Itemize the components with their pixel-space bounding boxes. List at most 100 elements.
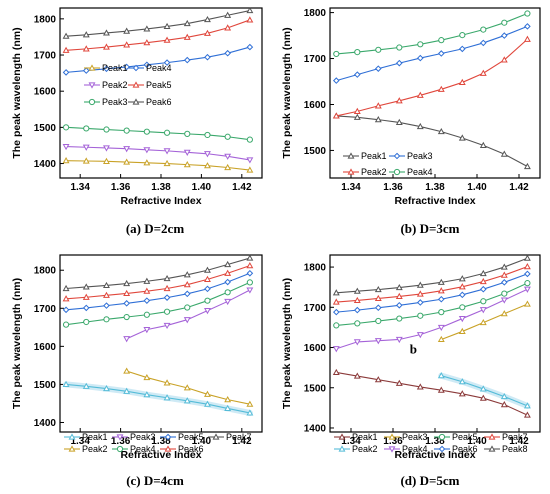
data-point xyxy=(143,297,151,304)
legend-entry: Peak7 xyxy=(502,432,528,442)
data-point xyxy=(123,367,131,374)
x-tick-label: 1.42 xyxy=(232,436,252,447)
data-point xyxy=(163,394,171,401)
series-line xyxy=(336,115,528,167)
data-point xyxy=(353,107,361,114)
data-point xyxy=(62,143,70,151)
data-point xyxy=(123,63,130,71)
data-point xyxy=(143,391,151,398)
series-line xyxy=(66,9,250,37)
data-point xyxy=(395,283,403,291)
data-point xyxy=(458,327,466,335)
data-point xyxy=(62,380,70,387)
data-point xyxy=(479,269,487,277)
data-point xyxy=(184,130,191,137)
y-tick-label: 1500 xyxy=(304,383,327,394)
data-point xyxy=(416,332,424,339)
chart-panel: 1400 1500 1600 1700 1800 1.34 1.36 1.38 1.40 1.42… xyxy=(11,6,263,236)
x-tick-label: 1.40 xyxy=(192,436,212,447)
data-point xyxy=(458,134,466,141)
data-point xyxy=(353,71,361,78)
data-point xyxy=(395,301,403,309)
data-point xyxy=(332,298,340,305)
x-tick-label: 1.36 xyxy=(383,436,403,447)
data-point xyxy=(183,160,191,168)
legend-marker xyxy=(88,98,96,106)
legend-marker xyxy=(164,445,172,452)
x-tick-label: 1.40 xyxy=(192,182,212,193)
legend-marker xyxy=(488,433,496,440)
data-point xyxy=(123,146,131,153)
data-point xyxy=(246,6,254,14)
legend-entry: Peak1 xyxy=(102,63,128,73)
y-tick-label: 1500 xyxy=(304,146,327,157)
legend: Peak1 Peak3 Peak5 Peak7 Peak2 Peak4 Peak6 xyxy=(64,432,252,454)
data-point xyxy=(333,322,340,329)
data-point xyxy=(479,285,487,293)
data-point xyxy=(501,290,508,297)
data-point xyxy=(224,11,232,18)
legend-entry: Peak3 xyxy=(130,432,156,442)
data-point xyxy=(246,400,254,407)
data-point xyxy=(123,127,130,134)
data-point xyxy=(143,61,151,69)
legend-entry: Peak4 xyxy=(130,444,156,454)
legend: Peak1 Peak3 Peak5 Peak7 Peak2 Peak4 Peak6 Peak8 xyxy=(334,432,528,454)
legend-entry: Peak1 xyxy=(361,151,387,161)
series-line xyxy=(336,371,528,416)
data-point xyxy=(62,124,70,131)
data-point xyxy=(183,384,191,391)
data-point xyxy=(103,126,110,133)
data-point xyxy=(183,149,191,156)
y-tick-label: 1600 xyxy=(34,87,57,98)
data-point xyxy=(143,287,151,294)
series-line xyxy=(336,273,528,313)
data-point xyxy=(417,312,424,319)
data-point xyxy=(83,318,90,326)
data-point xyxy=(416,122,424,130)
data-point xyxy=(500,32,508,39)
data-point xyxy=(246,157,254,164)
data-point xyxy=(62,321,70,328)
data-point xyxy=(523,254,531,261)
data-point xyxy=(437,386,445,393)
data-point xyxy=(458,45,466,53)
data-point xyxy=(458,315,466,323)
data-point xyxy=(103,316,110,323)
data-point xyxy=(353,339,361,346)
x-tick-label: 1.34 xyxy=(341,182,361,193)
plot-frame xyxy=(329,254,541,433)
legend-marker xyxy=(388,446,396,453)
series-line xyxy=(66,160,250,171)
data-point xyxy=(62,46,70,53)
chart-panel: 1500 1600 1700 1800 1.34 1.36 1.38 1.40 1.42 Refr… xyxy=(281,7,541,236)
data-point xyxy=(500,150,508,157)
data-point xyxy=(332,346,340,353)
data-point xyxy=(123,387,131,394)
data-point xyxy=(103,157,110,164)
series-peak4 xyxy=(62,43,254,76)
data-point xyxy=(417,41,424,48)
legend-marker xyxy=(132,98,140,105)
data-point xyxy=(523,35,531,42)
data-point xyxy=(224,289,231,296)
panel-caption: (a) D=2cm xyxy=(126,221,184,236)
legend-entry: Peak5 xyxy=(178,432,204,442)
series-line xyxy=(336,38,528,117)
data-point xyxy=(224,260,232,268)
data-point xyxy=(82,144,90,151)
series-peak3 xyxy=(62,124,253,143)
data-point xyxy=(82,382,90,389)
data-point xyxy=(123,313,130,321)
data-point xyxy=(523,411,531,418)
data-point xyxy=(437,324,445,332)
data-point xyxy=(204,285,211,293)
legend-marker xyxy=(132,81,140,88)
data-point xyxy=(183,56,191,64)
data-point xyxy=(501,19,508,26)
data-point xyxy=(204,15,211,23)
legend-entry: Peak8 xyxy=(502,444,528,454)
series-line xyxy=(66,126,250,141)
data-point xyxy=(500,310,508,317)
series-peak6 xyxy=(62,262,254,302)
